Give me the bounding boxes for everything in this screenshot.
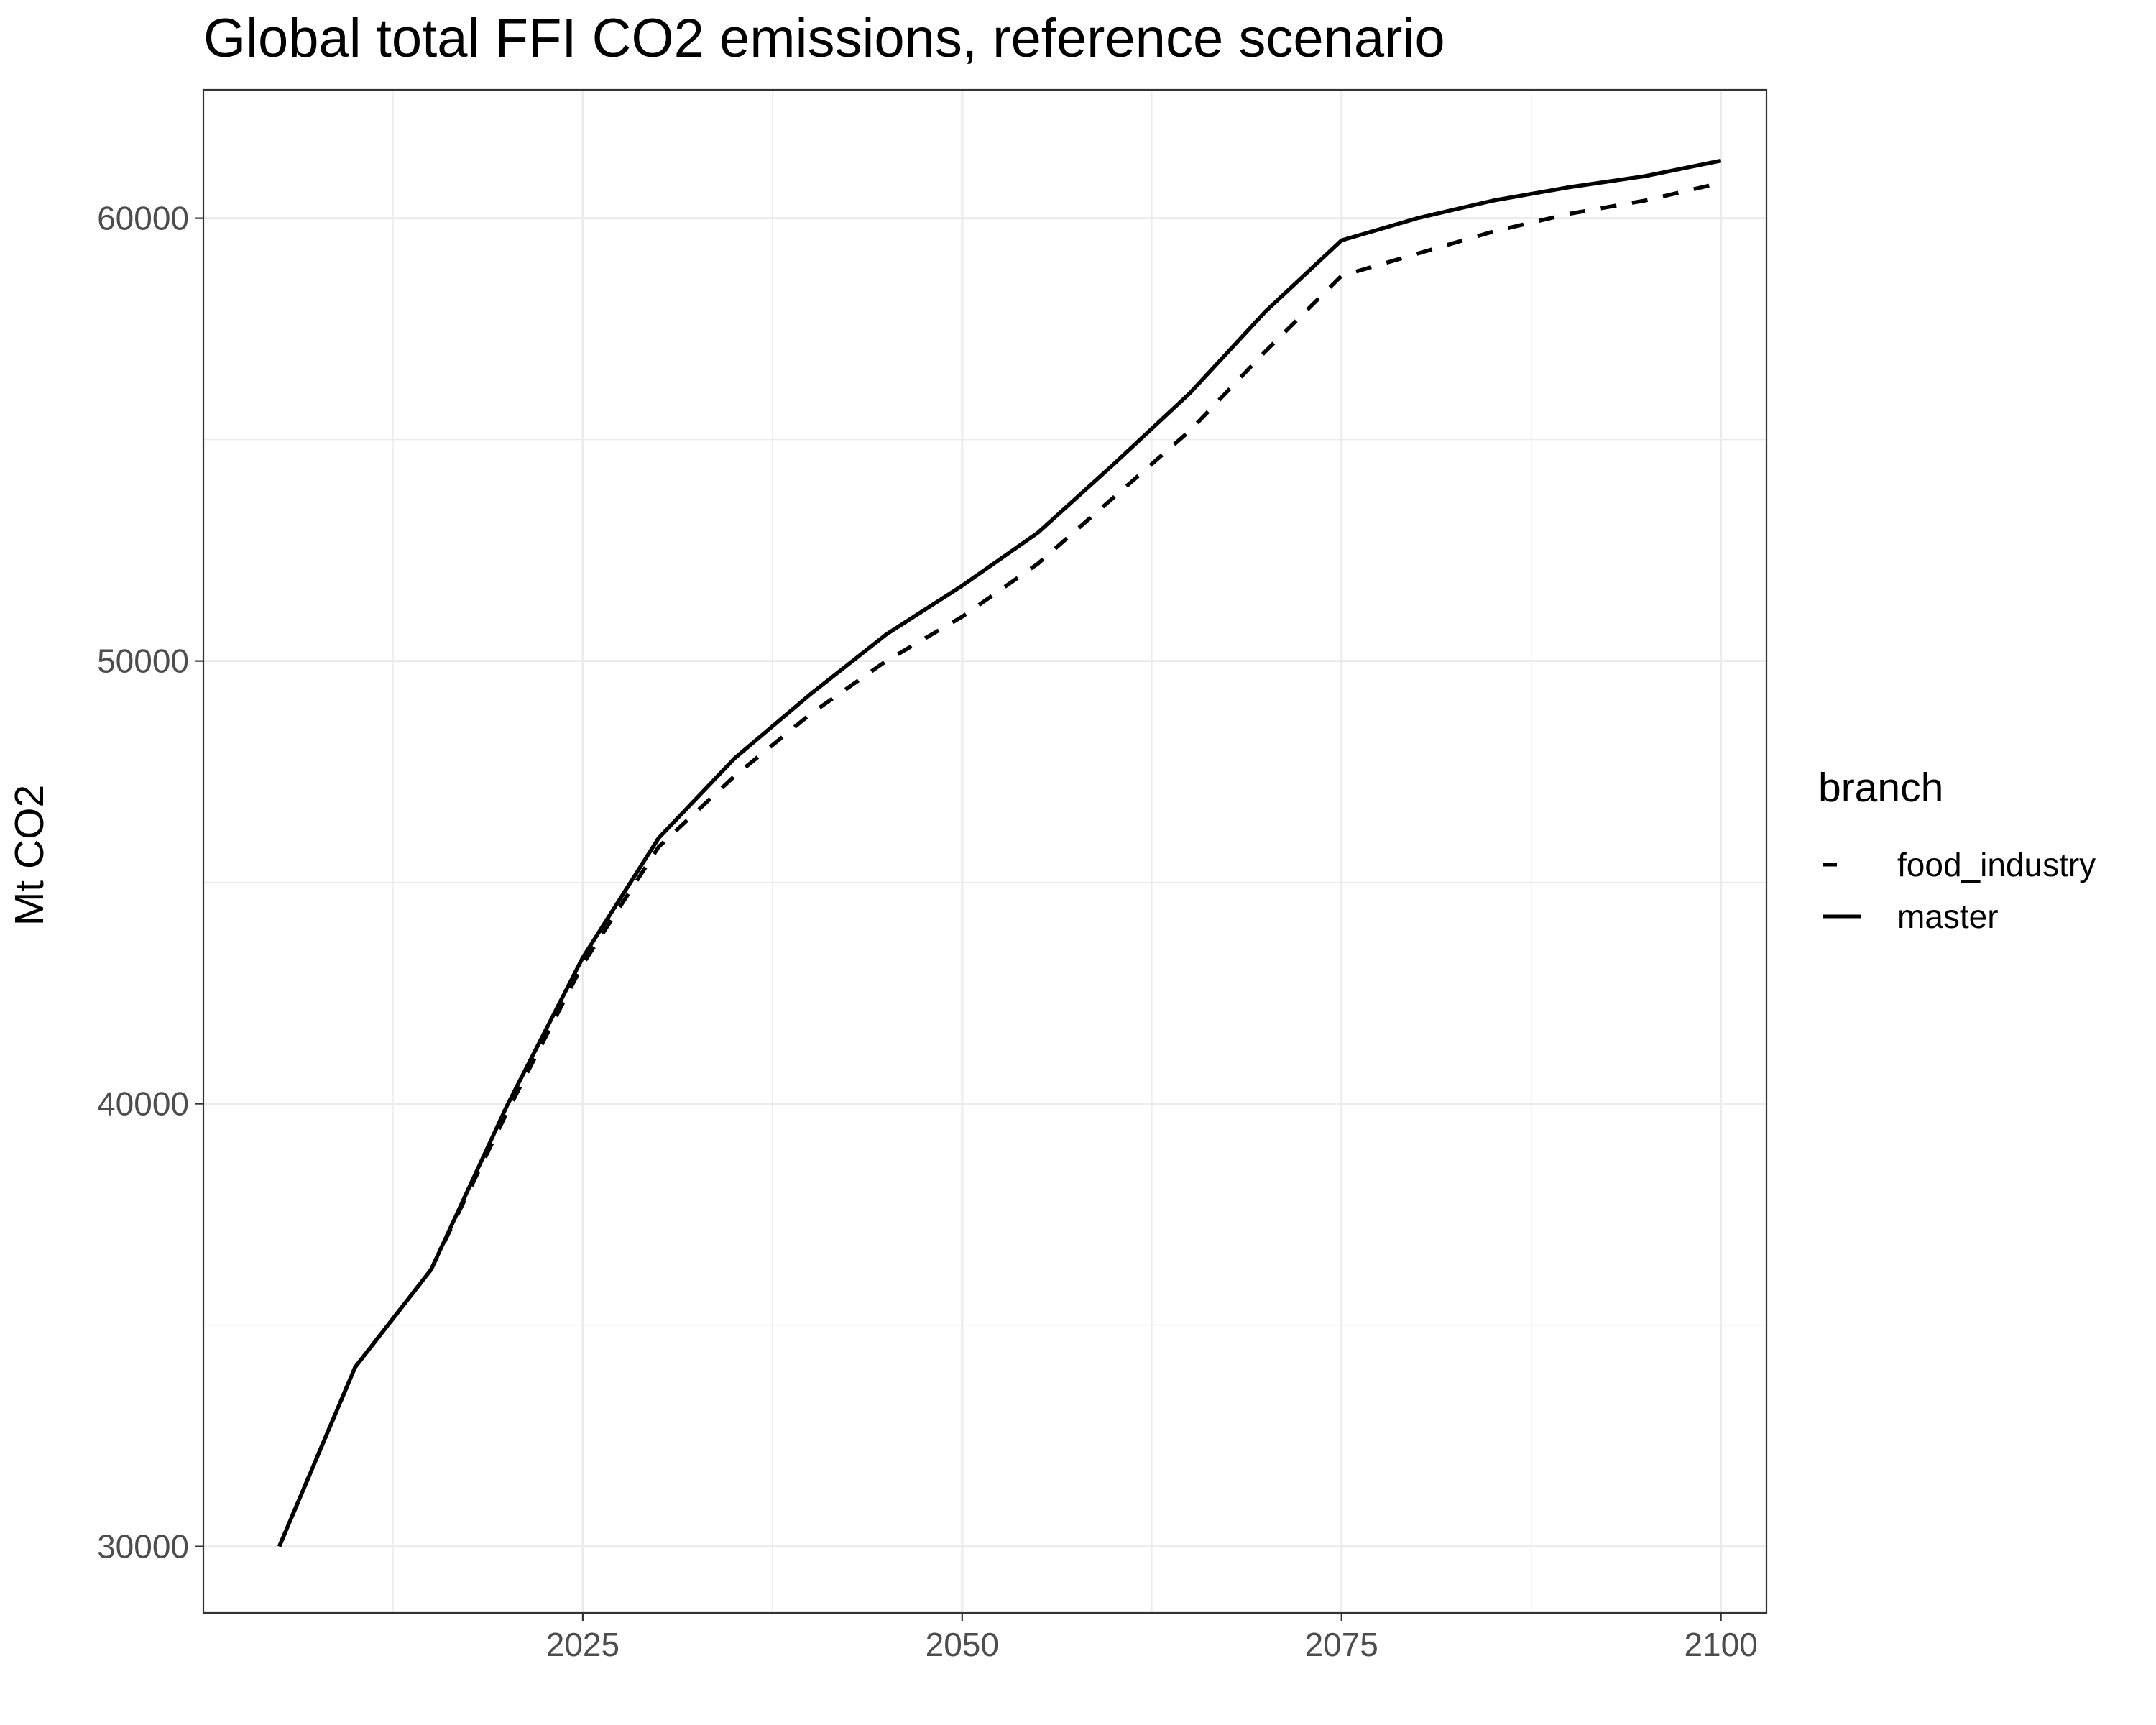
x-tick-label: 2075 [1305, 1626, 1378, 1663]
x-axis: 2025 2050 2075 2100 [546, 1613, 1758, 1663]
y-tick-label: 50000 [97, 643, 189, 680]
series-line-food-industry [277, 180, 1722, 1547]
legend-label-master: master [1897, 898, 1999, 935]
series-line-master [277, 158, 1722, 1547]
y-tick-label: 40000 [97, 1085, 189, 1123]
series-lines [277, 158, 1722, 1547]
minor-gridlines [203, 90, 1766, 1613]
legend-entry-master: master [1823, 898, 1999, 935]
legend-label-food-industry: food_industry [1897, 846, 2096, 883]
legend-title: branch [1818, 765, 1943, 811]
x-tick-label: 2050 [926, 1626, 999, 1663]
y-tick-label: 60000 [97, 200, 189, 237]
legend-entry-food-industry: food_industry [1823, 846, 2096, 883]
x-tick-label: 2100 [1684, 1626, 1757, 1663]
y-axis-title: Mt CO2 [6, 785, 52, 926]
chart-title: Global total FFI CO2 emissions, referenc… [203, 8, 1445, 69]
major-gridlines [203, 90, 1766, 1613]
plot-border [202, 88, 1768, 1614]
plot-panel [203, 90, 1766, 1613]
legend: branch food_industry master [1818, 765, 2096, 935]
y-tick-label: 30000 [97, 1528, 189, 1565]
x-tick-label: 2025 [546, 1626, 619, 1663]
y-axis: 30000 40000 50000 60000 [97, 200, 203, 1565]
